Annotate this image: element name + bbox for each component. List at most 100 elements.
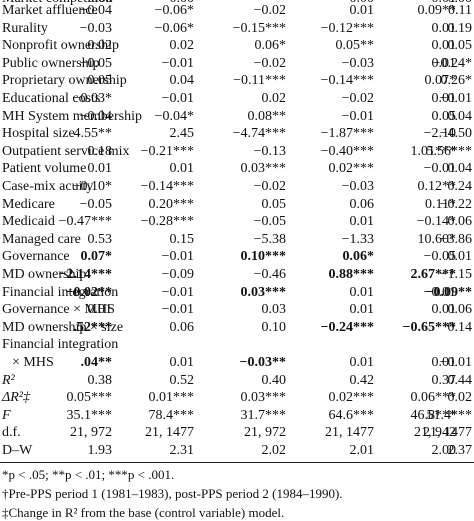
table-row: D–W 1.93 2.31 2.02 2.01 2.00 2.37 [0,442,474,460]
table-cell: 2.67*** [410,267,457,282]
table-cell: .04** [80,355,113,370]
table-cell: 0.14 [447,319,473,335]
table-row: Public ownership −0.05 −0.01 −0.02 −0.03 0.01… [0,55,474,73]
table-cell: 0.01 [169,355,195,370]
table-row: Patient volume 0.01 0.01 0.03*** 0.02*** −0.0… [0,160,474,178]
table-cell: 0.01 [431,20,457,36]
table-row: Governance × MHS 0.01 −0.01 0.03 0.01 0.01 0.0… [0,301,474,319]
table-row: Outpatient service mix 0.18 −0.21*** −0.13 −… [0,143,474,161]
table-cell: 5.56*** [426,143,473,159]
cut-off-cell: 0.00 [302,0,375,6]
table-cell: 78.4*** [148,407,195,423]
table-cell: 0.44 [447,372,473,388]
table-row: ΔR²‡ 0.05*** 0.01*** 0.03*** 0.02*** 0.06*** 0… [0,389,474,407]
row-label: Financial integration [2,284,119,300]
table-cell: 0.05 [261,196,287,212]
table-cell: 0.06 [349,196,375,212]
table-cell: 31.7*** [240,407,287,423]
table-row: Proprietary ownership 0.05 0.04 −0.11*** −0.… [0,72,474,90]
table-cell: 0.05*** [66,390,113,406]
table-row: Educational costs −0.03* −0.01 0.02 −0.02 0.0… [0,90,474,108]
table-cell: 0.04 [169,73,195,89]
table-cell: −0.02 [253,179,286,194]
table-row: Financial integration [0,336,474,354]
table-cell: −0.09** [425,284,472,300]
table-cell: 0.07* [80,249,113,265]
table-cell: 0.01 [87,302,113,318]
table-cell: −0.01 [161,249,194,265]
table-cell: 0.19 [447,20,473,36]
cut-off-cell: 0.00 [40,0,113,6]
table-row: Medicare −0.05 0.20*** 0.05 0.06 0.11* −0.22 [0,196,474,214]
table-cell: 0.08** [247,108,287,124]
table-cell: 0.05 [447,38,473,54]
table-cell: 64.6*** [328,407,375,423]
table-cell: 21, 1477 [325,425,374,441]
row-label: Medicare [2,196,55,212]
table-cell: 0.06 [447,302,473,318]
table-cell: 0.03*** [240,284,287,300]
table-cell: .52*** [73,319,113,335]
table-cell: −0.10* [72,179,112,194]
table-cell: 0.01 [431,55,457,71]
table-cell: 0.06 [447,214,473,230]
table-cell: −2.10 [423,126,456,142]
table-cell: 0.02 [87,38,113,54]
table-cell: 0.01 [87,161,113,177]
table-cell: −0.46 [253,267,286,282]
table-cell: −0.05 [253,214,286,230]
table-cell: −0.06* [154,3,194,18]
row-label: Case-mix acuity [2,179,94,194]
row-label: Patient volume [2,161,87,177]
table-cell: −0.65*** [402,319,456,335]
table-cell: −0.47*** [58,214,112,230]
table-cell: 21, 942 [414,425,456,441]
table-footnote: †Pre-PPS period 1 (1981–1983), post-PPS … [2,485,343,501]
row-label: R² [2,372,15,388]
table-cell: −0.01 [439,355,472,370]
table-cell: 0.02*** [328,161,375,177]
table-cell: 2.31 [169,443,195,458]
table-row: MH System membership −0.04 −0.04* 0.08** −0.… [0,108,474,126]
table-cell: 0.02 [169,38,195,54]
table-cell: −0.05 [423,249,456,265]
table-cell: −0.24* [432,55,472,71]
table-cell: −0.28*** [140,214,194,230]
table-cell: −0.02 [341,91,374,106]
table-cell: −0.14* [416,214,456,230]
table-cell: 0.12** [417,179,457,194]
table-cell: −0.13 [253,143,286,159]
table-cell: −0.02** [65,284,112,300]
table-cell: −0.03* [72,91,112,106]
table-cell: −0.01 [161,284,194,300]
table-cell: −3.86 [439,231,472,247]
table-cell: 0.06*** [410,390,457,406]
table-cell: −0.03** [239,355,286,370]
table-cell: −0.01 [439,91,472,106]
table-cell: 0.38 [87,372,113,388]
table-cell: 0.03 [261,302,287,318]
table-cell: −0.06* [154,20,194,36]
table-cell: 0.06* [254,38,287,54]
row-label: MD ownership [2,267,87,282]
table-cell: 0.10 [261,319,287,335]
table-cell: 0.01*** [148,390,195,406]
table-cell: 21, 1477 [145,425,194,441]
table-cell: −1.87*** [320,126,374,142]
table-row: Managed care 0.53 0.15 −5.38 −1.33 10.60* −3.8… [0,231,474,249]
table-footnote: *p < .05; **p < .01; ***p < .001. [2,466,175,482]
table-cell: 0.06 [169,319,195,335]
row-label: Hospital size [2,126,75,142]
table-cell: 0.26* [440,73,473,89]
table-cell: −2.14*** [58,267,112,282]
table-cell: 0.09** [417,3,457,18]
table-cell: −0.01 [161,91,194,106]
table-cell: 0.24 [447,179,473,194]
table-cell: 0.01 [431,91,457,106]
row-label: Nonprofit ownership [2,38,120,54]
table-bottom-rule [0,461,474,463]
table-cell: −0.15*** [232,20,286,36]
table-cell: 0.52 [169,372,195,388]
table-cell: −0.01 [341,108,374,124]
